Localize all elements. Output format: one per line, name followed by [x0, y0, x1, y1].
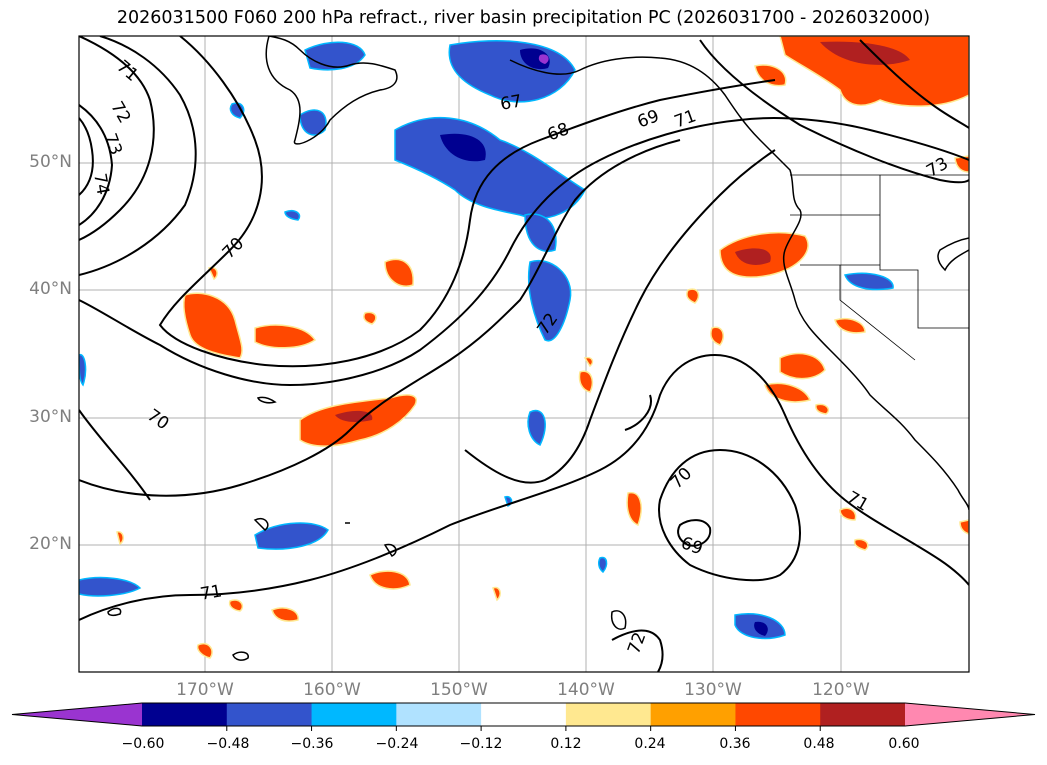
colorbar-tick-label: −0.48: [206, 736, 250, 752]
contour-label: 68: [545, 119, 572, 145]
colorbar-segment: [735, 703, 821, 726]
positive-precip-areas: [116, 36, 969, 659]
lon-label-130w: 130°W: [684, 680, 742, 700]
contour-label: 72: [106, 98, 134, 127]
colorbar-segment: [311, 703, 397, 726]
colorbar-segment: [650, 703, 736, 726]
borders: [790, 174, 969, 361]
colorbar-tick-label: 0.48: [803, 736, 835, 752]
colorbar-tick-label: −0.36: [290, 736, 334, 752]
contour-label: 67: [499, 91, 524, 114]
negative-precip-areas: [79, 40, 894, 640]
map-frame: [78, 35, 970, 673]
colorbar-tick-label: 0.12: [550, 736, 582, 752]
contour-label: 70: [667, 464, 696, 493]
colorbar-tick-label: 0.24: [634, 736, 666, 752]
lon-label-140w: 140°W: [557, 680, 615, 700]
lon-label-160w: 160°W: [303, 680, 361, 700]
lat-label-50n: 50°N: [29, 152, 72, 172]
contour-label: 70: [143, 406, 172, 435]
contour-label: 71: [672, 106, 699, 132]
map-title: 2026031500 F060 200 hPa refract., river …: [116, 8, 931, 28]
lat-label-20n: 20°N: [29, 534, 72, 554]
contour-label: 70: [219, 234, 248, 263]
lat-label-40n: 40°N: [29, 279, 72, 299]
lat-label-30n: 30°N: [29, 407, 72, 427]
colorbar: [11, 702, 1036, 731]
colorbar-extend-low: [12, 703, 142, 726]
contour-label: 69: [678, 533, 705, 559]
colorbar-tick-label: −0.24: [375, 736, 419, 752]
lon-label-120w: 120°W: [812, 680, 870, 700]
contours: [79, 36, 969, 672]
colorbar-tick-label: 0.36: [719, 736, 751, 752]
colorbar-tick-label: −0.60: [121, 736, 165, 752]
coastlines: [107, 36, 969, 661]
contour-label: 71: [199, 581, 224, 604]
contour-label: 69: [635, 106, 662, 132]
colorbar-segment: [226, 703, 313, 726]
colorbar-segment: [820, 703, 906, 726]
colorbar-extend-high: [905, 703, 1035, 726]
contour-label: 74: [89, 172, 112, 197]
colorbar-tick-label: 0.60: [888, 736, 920, 752]
contour-label: 71: [112, 57, 141, 86]
lon-label-150w: 150°W: [430, 680, 488, 700]
colorbar-tick-label: −0.12: [459, 736, 503, 752]
lon-label-170w: 170°W: [176, 680, 234, 700]
colorbar-segment: [565, 703, 652, 726]
colorbar-segment: [481, 703, 567, 726]
colorbar-segment: [396, 703, 482, 726]
colorbar-outline: [11, 702, 1036, 727]
colorbar-segment: [142, 703, 228, 726]
